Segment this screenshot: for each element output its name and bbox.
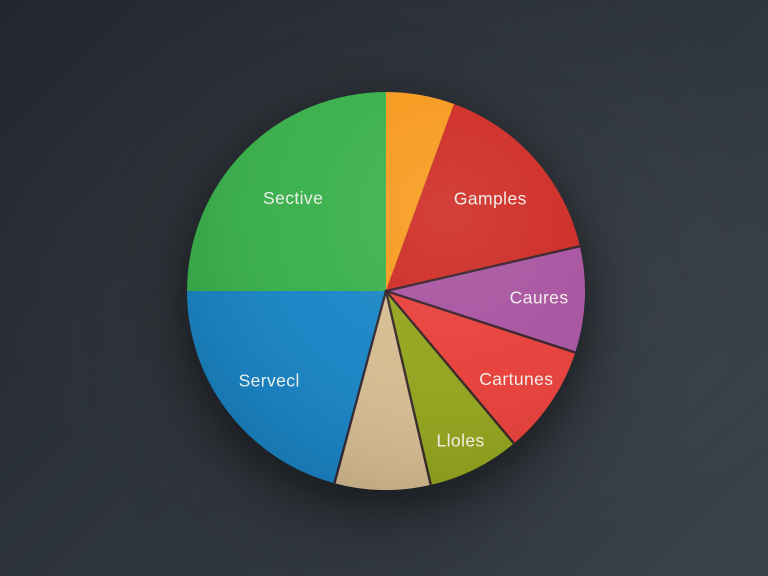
slice-label-servecl: Servecl [239, 371, 300, 391]
slice-label-sective: Sective [263, 188, 323, 208]
slice-label-cartunes: Cartunes [479, 369, 553, 389]
pie-group: Gamples Caures Cartunes Lloles Servecl Sectiv… [187, 92, 585, 490]
pie-lighting-overlay [187, 92, 585, 490]
slice-label-gamples: Gamples [454, 189, 527, 209]
slice-label-lloles: Lloles [437, 431, 485, 451]
slice-label-caures: Caures [510, 288, 569, 308]
